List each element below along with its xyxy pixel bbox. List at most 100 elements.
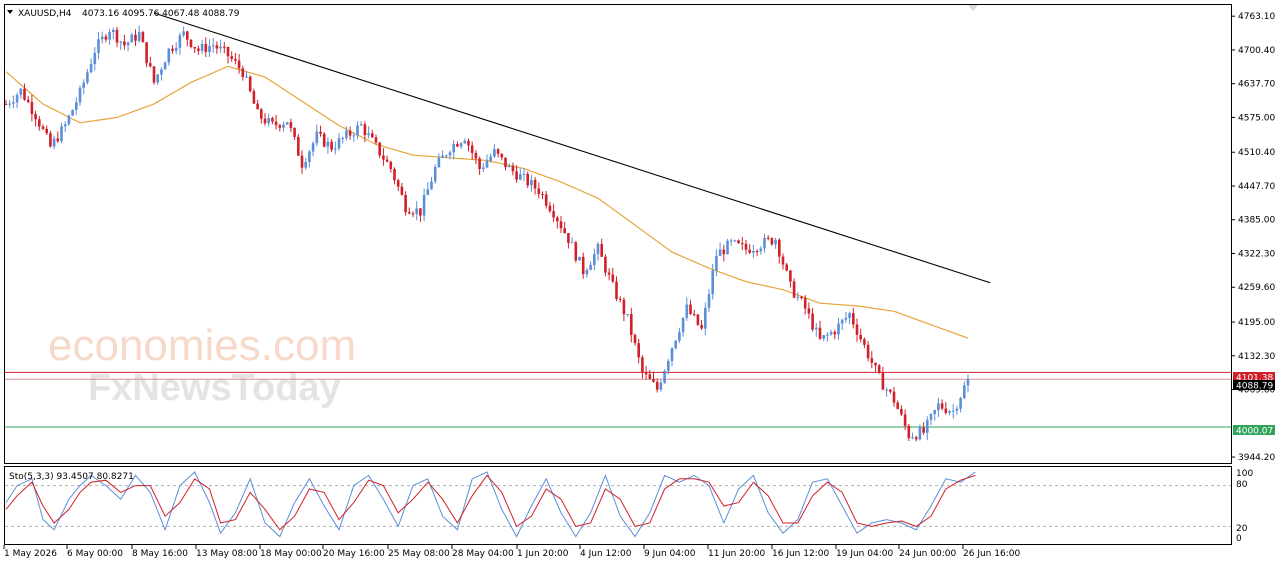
candle-body	[833, 331, 837, 335]
candle-body	[615, 281, 618, 299]
candle-body	[778, 239, 781, 257]
x-tick-label: 6 May 00:00	[67, 549, 123, 559]
stoch-main-line	[5, 471, 976, 538]
stoch-panel-frame	[4, 466, 1232, 545]
candle-body	[75, 102, 78, 110]
y-axis: 4763.10 4700.40 4637.70 4575.00 4510.40 4447.…	[1231, 12, 1275, 463]
candle-body	[385, 159, 389, 162]
candle-body	[578, 256, 581, 261]
candle-body	[863, 339, 866, 345]
candle-body	[293, 128, 296, 137]
candle-body	[655, 381, 659, 390]
candle-body	[433, 167, 437, 182]
candle-body	[356, 125, 359, 136]
candle-body	[56, 138, 60, 142]
candle-body	[933, 410, 936, 415]
candle-body	[737, 240, 740, 244]
candle-body	[115, 29, 119, 43]
candle-body	[659, 382, 663, 390]
symbol-label: XAUUSD,H4	[18, 9, 72, 19]
candle-body	[818, 327, 822, 339]
candle-body	[278, 125, 282, 128]
candle-body	[567, 233, 570, 243]
candle-body	[718, 249, 722, 256]
candle-body	[770, 238, 774, 245]
candle-body	[248, 76, 252, 92]
candle-body	[726, 240, 729, 255]
candle-body	[900, 408, 903, 415]
candle-body	[415, 208, 418, 214]
candle-body	[322, 133, 326, 147]
candle-body	[859, 334, 862, 340]
candle-body	[34, 114, 37, 120]
candle-body	[393, 169, 396, 181]
candle-body	[922, 427, 925, 433]
stoch-level-20: 20	[1236, 524, 1248, 534]
candle-body	[334, 148, 337, 150]
candle-body	[733, 240, 737, 242]
candle-body	[4, 103, 8, 105]
candle-body	[330, 141, 333, 150]
candle-body	[197, 48, 200, 51]
candle-body	[522, 173, 526, 175]
trendline-line[interactable]	[153, 12, 991, 284]
candle-body	[537, 188, 541, 195]
candle-body	[704, 307, 707, 329]
candle-body	[940, 403, 944, 409]
candle-body	[15, 94, 19, 103]
candle-body	[585, 270, 589, 275]
candle-body	[89, 64, 93, 73]
candle-body	[411, 213, 415, 215]
candle-body	[611, 274, 615, 282]
candle-body	[548, 205, 552, 212]
candle-body	[422, 195, 426, 216]
candle-body	[189, 39, 193, 48]
candle-body	[274, 121, 278, 126]
candle-body	[341, 137, 344, 139]
candle-body	[389, 161, 393, 170]
candle-body	[441, 155, 444, 158]
candle-body	[145, 42, 148, 64]
candle-body	[552, 211, 555, 218]
candle-body	[670, 348, 674, 361]
y-tick-label: 4132.30	[1238, 352, 1275, 362]
x-tick-label: 16 Jun 12:00	[772, 549, 829, 559]
candle-body	[837, 323, 840, 335]
candle-body	[944, 408, 948, 413]
y-tick-label: 4510.40	[1238, 148, 1275, 158]
candle-body	[715, 255, 718, 271]
candle-body	[811, 313, 814, 330]
chart-menu-icon[interactable]	[7, 10, 13, 14]
candle-body	[26, 99, 30, 102]
candle-body	[504, 157, 507, 168]
candle-body	[526, 173, 529, 186]
candle-body	[93, 52, 97, 65]
candle-body	[219, 46, 222, 49]
candle-body	[100, 36, 104, 40]
y-tick-label: 4637.70	[1238, 80, 1275, 90]
candle-body	[400, 186, 404, 195]
candle-body	[60, 126, 63, 142]
candle-body	[589, 264, 592, 271]
candle-body	[781, 256, 785, 265]
candle-body	[241, 68, 245, 77]
candle-body	[544, 194, 548, 206]
support-price-label: 4000.07	[1236, 427, 1273, 437]
y-tick-label: 4700.40	[1238, 46, 1275, 56]
candle-body	[515, 171, 518, 180]
candle-body	[507, 165, 511, 168]
candle-body	[104, 36, 108, 40]
candle-body	[852, 313, 855, 325]
candle-body	[896, 402, 899, 409]
candle-body	[396, 180, 400, 187]
x-tick-label: 4 Jun 12:00	[580, 549, 632, 559]
candle-body	[822, 335, 825, 339]
candle-body	[23, 88, 26, 100]
chevron-down-icon[interactable]	[968, 5, 978, 11]
candle-body	[263, 118, 267, 124]
candle-body	[171, 48, 174, 51]
x-tick-label: 13 May 08:00	[196, 549, 258, 559]
trendline[interactable]	[153, 12, 991, 284]
y-tick-label: 4385.00	[1238, 216, 1275, 226]
candle-body	[541, 194, 544, 196]
